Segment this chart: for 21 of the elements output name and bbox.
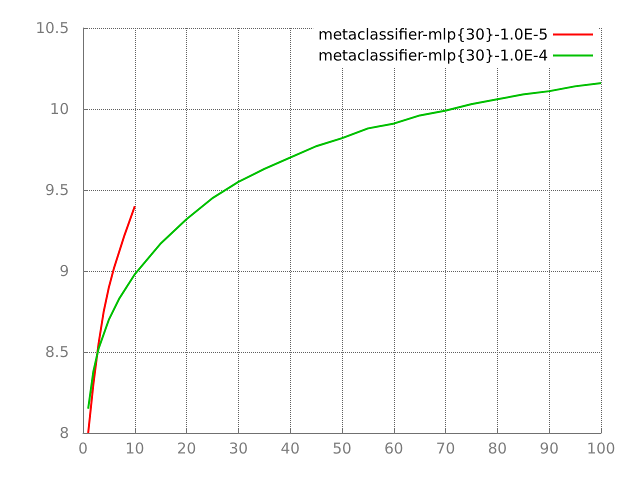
x-tick-label: 30 bbox=[228, 440, 248, 458]
y-tick-label: 10.5 bbox=[36, 19, 69, 37]
y-tick-label: 9.5 bbox=[45, 181, 69, 199]
x-tick-label: 70 bbox=[436, 440, 456, 458]
x-tick-label: 90 bbox=[540, 440, 559, 458]
x-tick-label: 0 bbox=[78, 440, 88, 458]
y-tick-label: 10 bbox=[50, 100, 69, 118]
x-tick-label: 40 bbox=[280, 440, 300, 458]
legend-label: metaclassifier-mlp{30}-1.0E-5 bbox=[318, 26, 548, 44]
line-series bbox=[87, 82, 602, 410]
x-tick-label: 10 bbox=[125, 440, 144, 458]
x-tick-label: 60 bbox=[384, 440, 404, 458]
legend-label: metaclassifier-mlp{30}-1.0E-4 bbox=[318, 46, 548, 64]
y-tick-label: 9 bbox=[59, 262, 69, 280]
x-tick-label: 100 bbox=[586, 440, 616, 458]
y-tick-label: 8 bbox=[59, 424, 69, 442]
line-series bbox=[87, 205, 136, 434]
x-tick-label: 20 bbox=[177, 440, 196, 458]
x-tick-label: 80 bbox=[488, 440, 507, 458]
x-tick-label: 50 bbox=[332, 440, 352, 458]
y-tick-label: 8.5 bbox=[45, 343, 69, 361]
